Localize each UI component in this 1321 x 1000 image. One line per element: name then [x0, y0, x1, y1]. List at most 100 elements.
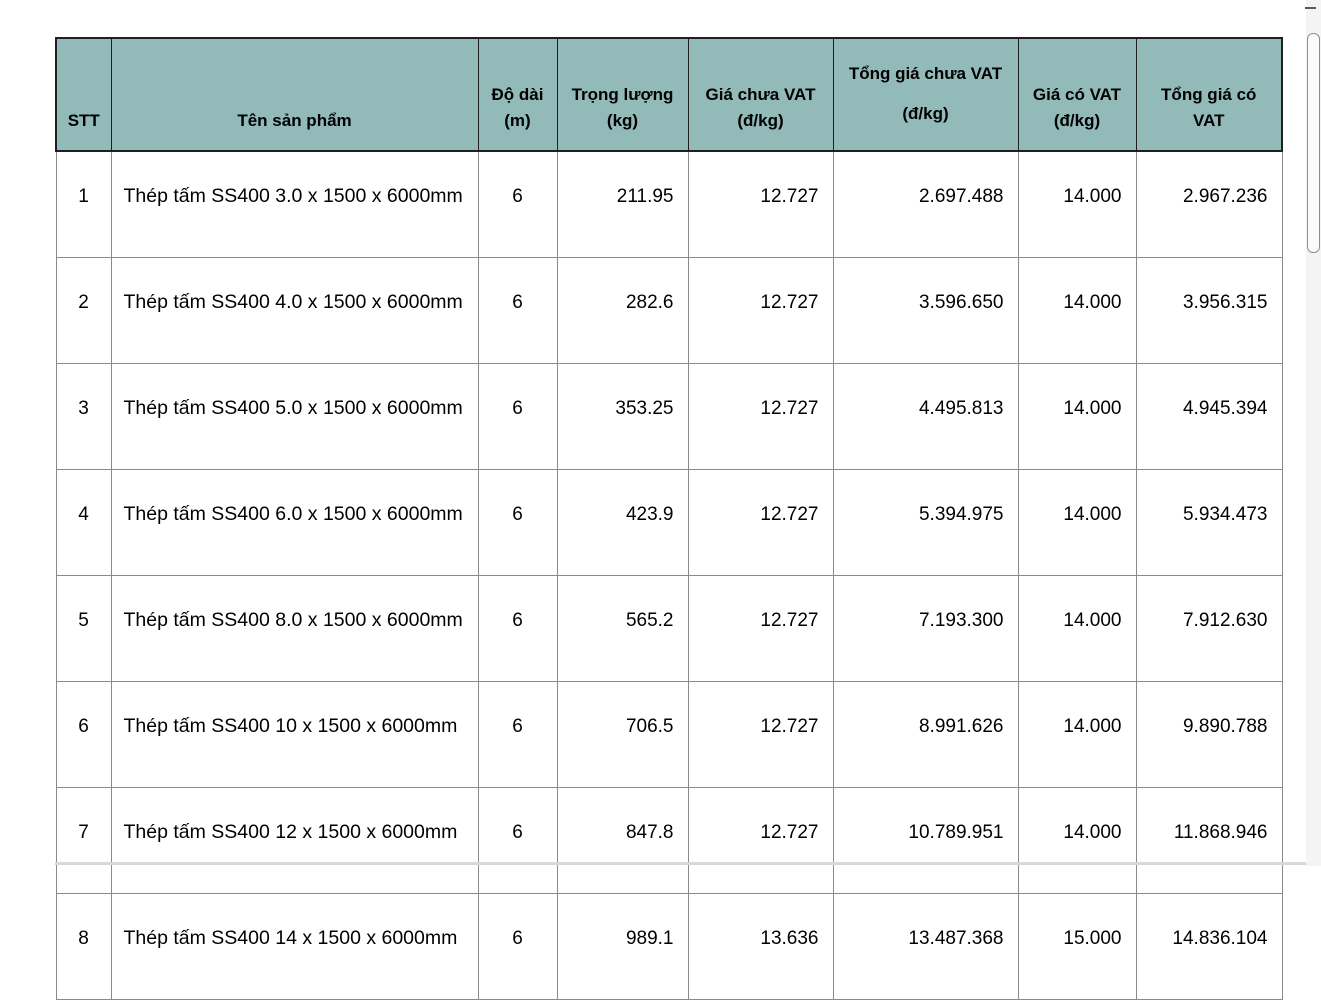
cell-gia-chua-vat: 12.727	[687, 469, 834, 576]
product-name-cell: Thép tấm SS400 3.0 x 1500 x 6000mm	[110, 150, 479, 258]
cell-tong-gia-co-vat: 11.868.946	[1135, 787, 1283, 894]
cell-gia-co-vat: 14.000	[1017, 363, 1137, 470]
table-row: 2 Thép tấm SS400 4.0 x 1500 x 6000mm 6 282.…	[55, 257, 1283, 364]
cell-trong-luong: 353.25	[556, 363, 689, 470]
cell-gia-chua-vat: 12.727	[687, 787, 834, 894]
cell-gia-co-vat: 14.000	[1017, 150, 1137, 258]
column-header-do-dai: Độ dài (m)	[477, 37, 558, 152]
cell-do-dai: 6	[477, 469, 558, 576]
header-line: Trọng lượng	[571, 85, 674, 104]
cell-gia-chua-vat: 12.727	[687, 150, 834, 258]
cell-tong-gia-co-vat: 4.945.394	[1135, 363, 1283, 470]
cell-gia-co-vat: 14.000	[1017, 257, 1137, 364]
cell-trong-luong: 847.8	[556, 787, 689, 894]
product-name-cell: Thép tấm SS400 12 x 1500 x 6000mm	[110, 787, 479, 894]
product-name-cell: Thép tấm SS400 6.0 x 1500 x 6000mm	[110, 469, 479, 576]
vertical-scrollbar-track[interactable]	[1305, 0, 1321, 866]
scrollbar-top-tick	[1305, 7, 1316, 9]
cell-stt: 8	[55, 893, 112, 1000]
cell-tong-gia-chua-vat: 8.991.626	[832, 681, 1019, 788]
cell-tong-gia-chua-vat: 2.697.488	[832, 150, 1019, 258]
header-line: VAT	[1193, 111, 1225, 130]
cell-gia-co-vat: 14.000	[1017, 681, 1137, 788]
header-line: Giá chưa VAT	[705, 85, 816, 104]
page: { "colors": { "header_bg": "#92bab9", "h…	[55, 0, 1321, 1000]
column-header-trong-luong: Trọng lượng (kg)	[556, 37, 689, 152]
cell-trong-luong: 565.2	[556, 575, 689, 682]
cell-tong-gia-co-vat: 5.934.473	[1135, 469, 1283, 576]
cell-gia-chua-vat: 13.636	[687, 893, 834, 1000]
table-row: 6 Thép tấm SS400 10 x 1500 x 6000mm 6 706.5…	[55, 681, 1283, 788]
header-line: Tổng giá có	[1161, 85, 1257, 104]
cell-tong-gia-co-vat: 2.967.236	[1135, 150, 1283, 258]
column-header-gia-co-vat: Giá có VAT (đ/kg)	[1017, 37, 1137, 152]
cell-stt: 1	[55, 150, 112, 258]
cell-do-dai: 6	[477, 893, 558, 1000]
table-row: 3 Thép tấm SS400 5.0 x 1500 x 6000mm 6 353.…	[55, 363, 1283, 470]
cell-stt: 5	[55, 575, 112, 682]
table-body: 1 Thép tấm SS400 3.0 x 1500 x 6000mm 6 211.…	[55, 150, 1283, 1000]
price-table-container: STT Tên sản phẩm Độ dài (m) Trọng lượng (kg) G…	[55, 37, 1283, 1000]
vertical-scrollbar-thumb[interactable]	[1307, 33, 1320, 253]
header-line: (đ/kg)	[737, 111, 784, 130]
cell-gia-chua-vat: 12.727	[687, 257, 834, 364]
table-row: 4 Thép tấm SS400 6.0 x 1500 x 6000mm 6 423.…	[55, 469, 1283, 576]
product-name-cell: Thép tấm SS400 14 x 1500 x 6000mm	[110, 893, 479, 1000]
header-row: STT Tên sản phẩm Độ dài (m) Trọng lượng (kg) G…	[55, 37, 1283, 152]
cell-gia-co-vat: 14.000	[1017, 575, 1137, 682]
cell-stt: 2	[55, 257, 112, 364]
header-line: (kg)	[606, 111, 639, 130]
product-name-cell: Thép tấm SS400 8.0 x 1500 x 6000mm	[110, 575, 479, 682]
header-line: Độ dài	[491, 85, 544, 104]
cell-tong-gia-co-vat: 14.836.104	[1135, 893, 1283, 1000]
cell-gia-co-vat: 14.000	[1017, 469, 1137, 576]
cell-tong-gia-chua-vat: 4.495.813	[832, 363, 1019, 470]
cell-trong-luong: 706.5	[556, 681, 689, 788]
header-line: (đ/kg)	[1053, 111, 1101, 130]
cell-stt: 4	[55, 469, 112, 576]
steel-price-table: STT Tên sản phẩm Độ dài (m) Trọng lượng (kg) G…	[55, 37, 1283, 1000]
product-name-cell: Thép tấm SS400 4.0 x 1500 x 6000mm	[110, 257, 479, 364]
cell-tong-gia-chua-vat: 13.487.368	[832, 893, 1019, 1000]
cell-tong-gia-co-vat: 9.890.788	[1135, 681, 1283, 788]
column-header-tong-gia-chua-vat: Tổng giá chưa VAT (đ/kg)	[832, 37, 1019, 152]
column-header-stt: STT	[55, 37, 112, 152]
cell-tong-gia-chua-vat: 5.394.975	[832, 469, 1019, 576]
cell-trong-luong: 989.1	[556, 893, 689, 1000]
product-name-cell: Thép tấm SS400 5.0 x 1500 x 6000mm	[110, 363, 479, 470]
table-row: 7 Thép tấm SS400 12 x 1500 x 6000mm 6 847.8…	[55, 787, 1283, 894]
cell-tong-gia-co-vat: 3.956.315	[1135, 257, 1283, 364]
table-row: 5 Thép tấm SS400 8.0 x 1500 x 6000mm 6 565.…	[55, 575, 1283, 682]
cell-tong-gia-chua-vat: 7.193.300	[832, 575, 1019, 682]
column-header-ten-san-pham: Tên sản phẩm	[110, 37, 479, 152]
cell-stt: 6	[55, 681, 112, 788]
column-header-gia-chua-vat: Giá chưa VAT (đ/kg)	[687, 37, 834, 152]
cell-gia-chua-vat: 12.727	[687, 681, 834, 788]
table-header: STT Tên sản phẩm Độ dài (m) Trọng lượng (kg) G…	[55, 37, 1283, 152]
header-line: (đ/kg)	[902, 104, 949, 123]
cell-do-dai: 6	[477, 150, 558, 258]
header-line: Tổng giá chưa VAT	[848, 64, 1003, 83]
cell-do-dai: 6	[477, 363, 558, 470]
cell-stt: 3	[55, 363, 112, 470]
next-row-top-border	[55, 862, 1321, 865]
cell-trong-luong: 282.6	[556, 257, 689, 364]
cell-gia-chua-vat: 12.727	[687, 575, 834, 682]
cell-stt: 7	[55, 787, 112, 894]
column-header-tong-gia-co-vat: Tổng giá có VAT	[1135, 37, 1283, 152]
cell-tong-gia-chua-vat: 3.596.650	[832, 257, 1019, 364]
cell-gia-chua-vat: 12.727	[687, 363, 834, 470]
cell-do-dai: 6	[477, 575, 558, 682]
product-name-cell: Thép tấm SS400 10 x 1500 x 6000mm	[110, 681, 479, 788]
cell-trong-luong: 211.95	[556, 150, 689, 258]
cell-trong-luong: 423.9	[556, 469, 689, 576]
header-line: Giá có VAT	[1032, 85, 1122, 104]
cell-gia-co-vat: 14.000	[1017, 787, 1137, 894]
cell-do-dai: 6	[477, 681, 558, 788]
cell-gia-co-vat: 15.000	[1017, 893, 1137, 1000]
table-row: 1 Thép tấm SS400 3.0 x 1500 x 6000mm 6 211.…	[55, 150, 1283, 258]
header-line: (m)	[504, 111, 531, 130]
cell-tong-gia-chua-vat: 10.789.951	[832, 787, 1019, 894]
header-line: STT	[67, 111, 100, 130]
table-row: 8 Thép tấm SS400 14 x 1500 x 6000mm 6 989.1…	[55, 893, 1283, 1000]
